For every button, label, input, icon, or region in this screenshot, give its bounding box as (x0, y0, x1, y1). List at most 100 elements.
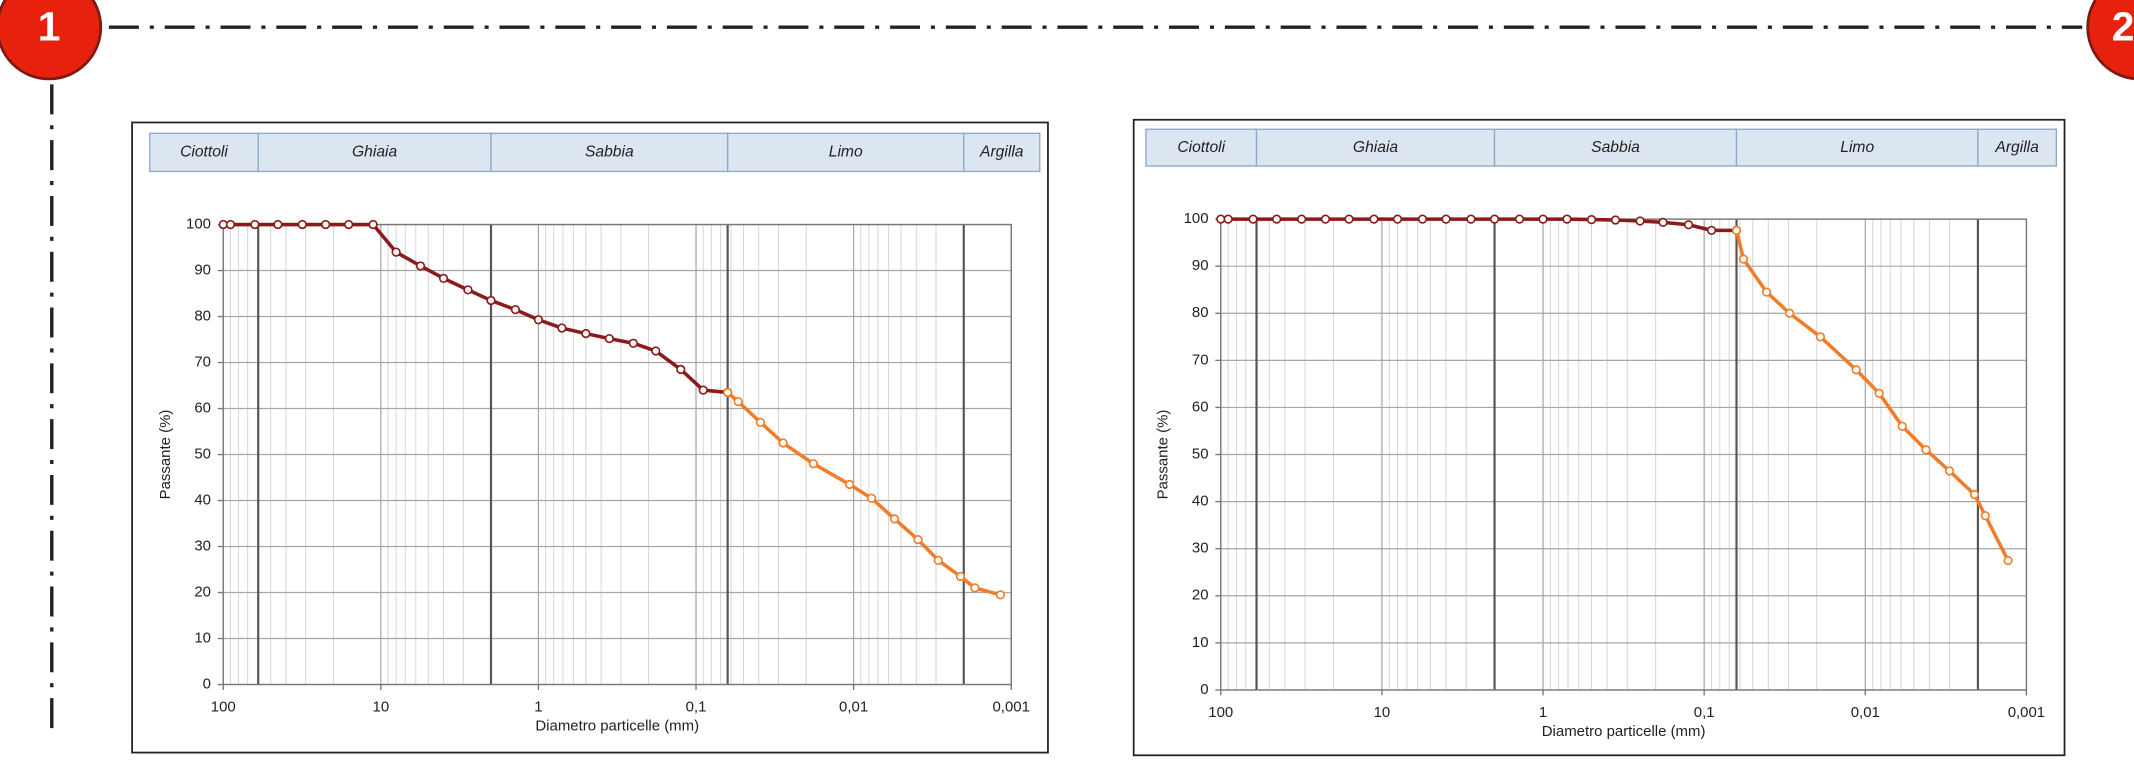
data-point (1944, 466, 1955, 476)
y-tick-label: 90 (194, 261, 211, 278)
zone-label: Ghiaia (352, 144, 398, 161)
x-tick-label: 1 (1539, 704, 1547, 721)
data-point (970, 583, 980, 593)
chart-frame (1132, 118, 2066, 757)
data-point (557, 323, 567, 333)
zone-label: Ciottoli (1177, 139, 1225, 156)
data-point (1586, 214, 1597, 225)
y-tick-label: 20 (1192, 587, 1209, 604)
step-number: 1 (38, 4, 61, 50)
data-point (913, 535, 923, 545)
x-tick-label: 0,01 (1851, 704, 1880, 721)
y-tick-label: 100 (186, 215, 211, 232)
data-point (1562, 214, 1572, 224)
y-tick-label: 100 (1184, 210, 1209, 227)
y-tick-label: 50 (1192, 445, 1209, 462)
data-point (651, 346, 661, 356)
data-point (1272, 214, 1282, 224)
data-point (698, 385, 708, 395)
x-tick-label: 0,01 (839, 699, 868, 716)
x-tick-label: 0,1 (1694, 704, 1715, 721)
data-point (1921, 445, 1931, 455)
y-tick-label: 90 (1192, 257, 1209, 274)
data-point (1344, 214, 1354, 224)
zone-cell (1493, 128, 1738, 167)
data-point (1980, 511, 1990, 521)
data-point (1466, 214, 1476, 224)
y-tick-label: 80 (194, 307, 211, 324)
x-axis-title: Diametro particelle (mm) (1542, 723, 1706, 740)
x-tick-label: 0,001 (2008, 704, 2045, 721)
data-point (225, 219, 236, 230)
data-point (438, 273, 449, 283)
step-badge (2086, 0, 2134, 81)
x-tick-label: 100 (211, 699, 236, 716)
x-tick-label: 1 (534, 699, 542, 716)
step-badge (0, 0, 103, 81)
zone-label: Argilla (1994, 139, 2039, 156)
y-tick-label: 50 (194, 445, 211, 462)
step-number: 2 (2112, 4, 2134, 50)
data-point (297, 219, 307, 230)
data-point (1489, 214, 1500, 224)
data-point (581, 328, 591, 339)
data-point (273, 219, 283, 230)
zone-cell (1977, 128, 2058, 167)
x-axis-title: Diametro particelle (mm) (535, 718, 699, 735)
x-tick-label: 10 (1374, 704, 1391, 721)
y-tick-label: 60 (194, 399, 211, 416)
data-point (844, 479, 855, 490)
zone-cell (726, 132, 965, 173)
y-tick-label: 70 (1192, 351, 1209, 368)
data-point (1731, 225, 1742, 236)
data-point (755, 417, 766, 427)
data-point (1851, 365, 1861, 375)
data-point (778, 438, 788, 448)
data-point (604, 333, 614, 344)
data-point (1761, 287, 1772, 297)
data-point (628, 338, 638, 348)
data-point (1969, 489, 1980, 500)
x-tick-label: 100 (1208, 704, 1233, 721)
y-tick-label: 0 (203, 675, 211, 692)
data-point (1658, 217, 1668, 228)
data-point (391, 247, 401, 257)
y-axis-title: Passante (%) (157, 410, 174, 500)
data-point (808, 459, 819, 469)
data-point (1248, 214, 1258, 224)
zone-label: Sabbia (585, 144, 634, 161)
zone-label: Sabbia (1591, 139, 1640, 156)
data-point (510, 305, 521, 315)
data-point (1610, 215, 1621, 225)
data-point (866, 493, 877, 503)
data-point (1738, 254, 1749, 264)
y-tick-label: 10 (1192, 634, 1209, 651)
data-point (1514, 214, 1525, 224)
data-point (955, 571, 966, 582)
y-tick-label: 30 (194, 537, 211, 554)
zone-cell (490, 132, 729, 173)
data-point (344, 219, 354, 230)
data-point (1320, 214, 1331, 224)
data-point (933, 555, 943, 565)
data-point (1296, 214, 1307, 224)
y-tick-label: 20 (194, 583, 211, 600)
data-point (1417, 214, 1428, 224)
zone-label: Limo (1840, 139, 1874, 156)
zone-label: Ciottoli (180, 144, 228, 161)
zone-label: Argilla (979, 144, 1024, 161)
y-tick-label: 80 (1192, 304, 1209, 321)
zone-cell (1145, 128, 1258, 167)
zone-cell (963, 132, 1041, 173)
zone-cell (1735, 128, 1979, 167)
x-tick-label: 0,1 (686, 699, 707, 716)
y-tick-label: 30 (1192, 540, 1209, 557)
chart-frame (131, 121, 1049, 754)
data-point (1538, 214, 1548, 224)
data-point (995, 590, 1006, 600)
x-tick-label: 10 (373, 699, 390, 716)
data-point (1874, 388, 1884, 398)
data-point (415, 261, 426, 271)
